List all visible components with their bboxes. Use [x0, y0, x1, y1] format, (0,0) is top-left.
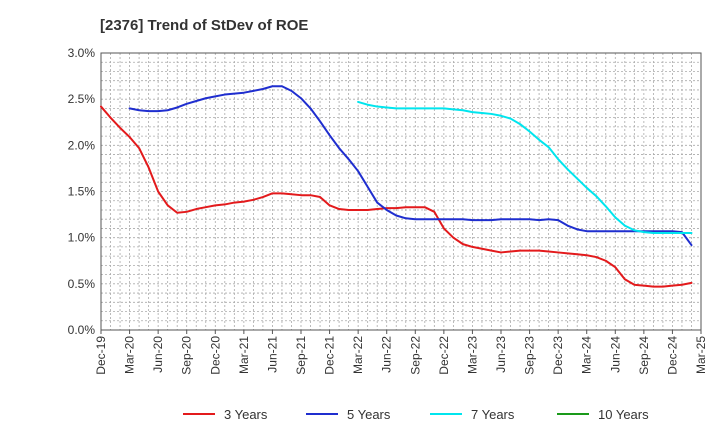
x-tick-label: Jun-21 [265, 336, 279, 373]
grid-lines [101, 53, 701, 330]
x-tick-label: Sep-20 [180, 336, 194, 375]
x-tick-label: Sep-24 [637, 336, 651, 375]
x-tick-label: Mar-25 [694, 336, 708, 374]
x-tick-label: Dec-21 [323, 336, 337, 375]
y-tick-label: 1.5% [68, 185, 96, 199]
legend-label-3-years: 3 Years [224, 407, 268, 422]
legend-label-7-years: 7 Years [471, 407, 515, 422]
y-tick-label: 2.5% [68, 92, 96, 106]
x-tick-label: Mar-22 [351, 336, 365, 374]
x-tick-label: Jun-24 [608, 336, 622, 373]
series-line-7-years [357, 100, 693, 235]
legend-label-10-years: 10 Years [598, 407, 649, 422]
y-tick-label: 1.0% [68, 231, 96, 245]
series-line-3-years [100, 105, 693, 288]
y-axis-ticks: 0.0% 0.5% 1.0% 1.5% 2.0% 2.5% 3.0% [68, 46, 96, 337]
x-tick-label: Sep-23 [523, 336, 537, 375]
legend: 3 Years 5 Years 7 Years 10 Years [183, 407, 649, 422]
y-tick-label: 0.5% [68, 277, 96, 291]
x-tick-label: Dec-23 [551, 336, 565, 375]
x-tick-label: Mar-23 [465, 336, 479, 374]
axes [100, 52, 702, 331]
legend-label-5-years: 5 Years [347, 407, 391, 422]
y-tick-label: 3.0% [68, 46, 96, 60]
y-tick-label: 0.0% [68, 323, 96, 337]
x-tick-label: Sep-21 [294, 336, 308, 375]
y-tick-label: 2.0% [68, 138, 96, 152]
x-axis-ticks: Dec-19 Mar-20 Jun-20 Sep-20 Dec-20 Mar-21 Jun-… [94, 330, 708, 375]
x-tick-label: Jun-22 [380, 336, 394, 373]
x-tick-label: Dec-22 [437, 336, 451, 375]
x-tick-label: Jun-23 [494, 336, 508, 373]
x-tick-label: Dec-19 [94, 336, 108, 375]
chart-title: [2376] Trend of StDev of ROE [100, 17, 308, 34]
x-tick-label: Dec-24 [665, 336, 679, 375]
x-tick-label: Mar-21 [237, 336, 251, 374]
x-tick-label: Dec-20 [208, 336, 222, 375]
series-line-5-years [128, 85, 693, 247]
series-layer [100, 85, 693, 288]
plot-frame [100, 52, 702, 331]
x-tick-label: Mar-24 [580, 336, 594, 374]
x-tick-label: Sep-22 [408, 336, 422, 375]
x-tick-label: Mar-20 [123, 336, 137, 374]
x-tick-label: Jun-20 [151, 336, 165, 373]
